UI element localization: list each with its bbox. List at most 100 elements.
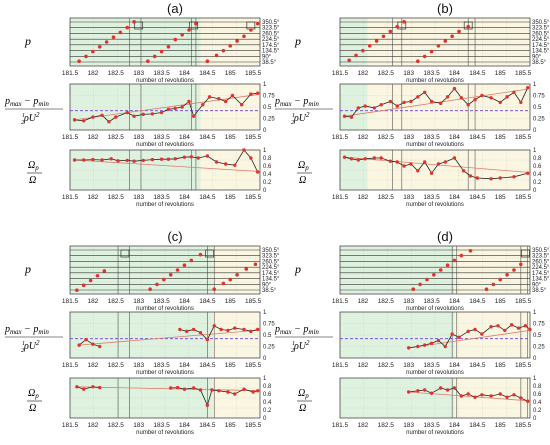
data-point xyxy=(180,105,184,109)
x-tick-label: 182 xyxy=(357,70,368,77)
data-point xyxy=(242,387,246,391)
y-tick-label: 0 xyxy=(533,188,537,194)
data-point xyxy=(342,114,347,118)
data-point xyxy=(150,157,155,162)
y-tick-label: 1 xyxy=(263,310,267,316)
phase-point xyxy=(466,24,470,29)
y-tick-label: 0.25 xyxy=(263,345,275,351)
x-tick-label: 184 xyxy=(179,134,190,141)
phase-point xyxy=(445,263,450,268)
y-label-pressure: pmax − pmin 1 2ρU2 xyxy=(274,324,333,354)
phase-point xyxy=(381,34,386,39)
phase-point xyxy=(102,269,107,273)
phase-point xyxy=(459,253,464,258)
x-tick-label: 183 xyxy=(403,298,414,305)
data-point xyxy=(256,389,260,393)
subplot-ratio: 181.5 182 182.5 183 183.5 184 184.5 185 185.5 num… xyxy=(332,148,542,208)
x-tick-label: 183 xyxy=(133,194,144,201)
y-tick-label: 0 xyxy=(263,188,267,194)
pressure-numerator: pmax − pmin xyxy=(4,324,49,336)
green-region xyxy=(340,246,455,294)
phase-point xyxy=(81,283,86,288)
data-point xyxy=(159,110,164,115)
x-axis-label: number of revolutions xyxy=(406,202,464,208)
data-point xyxy=(402,100,406,105)
pressure-numerator: pmax − pmin xyxy=(274,96,319,108)
phase-point xyxy=(168,273,173,277)
x-tick-label: 182.5 xyxy=(378,362,395,369)
data-point xyxy=(84,337,88,342)
data-point xyxy=(125,110,129,115)
data-point xyxy=(473,327,477,332)
data-point xyxy=(226,328,230,333)
x-tick-label: 181.5 xyxy=(62,134,79,141)
phase-label: 38.5° xyxy=(532,60,547,66)
data-point xyxy=(429,341,434,345)
y-tick-label: 0.6 xyxy=(263,164,272,170)
trend-line xyxy=(76,386,258,391)
phase-label: 350.5° xyxy=(532,248,550,254)
phase-point xyxy=(91,49,95,54)
data-point xyxy=(356,106,361,110)
data-point xyxy=(466,392,470,396)
phase-label: 224.5° xyxy=(532,265,550,271)
x-tick-label: 181.5 xyxy=(332,134,349,141)
phase-point xyxy=(425,277,429,282)
panel-label: (d) xyxy=(437,229,453,244)
x-tick-label: 182 xyxy=(87,134,98,141)
data-point xyxy=(528,327,532,332)
data-point xyxy=(473,395,477,399)
data-point xyxy=(205,403,210,407)
phase-point xyxy=(180,33,184,37)
phase-point xyxy=(519,262,523,267)
series-line xyxy=(78,339,100,347)
x-tick-label: 182.5 xyxy=(378,70,395,77)
data-point xyxy=(480,393,484,397)
data-point xyxy=(406,346,411,350)
x-tick-label: 184.5 xyxy=(199,70,216,77)
phase-point xyxy=(214,53,219,58)
x-tick-label: 183 xyxy=(403,134,414,141)
data-point xyxy=(91,342,95,346)
highlight-box xyxy=(120,249,130,258)
x-tick-label: 183.5 xyxy=(423,422,440,429)
data-point xyxy=(406,390,411,394)
trend-line xyxy=(408,391,528,402)
x-tick-label: 184 xyxy=(449,194,460,201)
phase-label: 350.5° xyxy=(262,20,280,26)
phase-point xyxy=(221,48,226,53)
data-point xyxy=(439,386,443,390)
subplot-ratio: 181.5 182 182.5 183 183.5 184 184.5 185 185.5 num… xyxy=(62,148,272,208)
data-point xyxy=(443,160,448,164)
phase-point xyxy=(249,28,253,32)
x-axis-label: number of revolutions xyxy=(136,430,194,436)
y-tick-label: 0.75 xyxy=(533,322,545,328)
data-point xyxy=(82,387,86,391)
phase-point xyxy=(155,282,159,287)
data-point xyxy=(416,344,420,349)
data-point xyxy=(422,388,427,392)
data-point xyxy=(505,95,509,99)
data-point xyxy=(363,104,367,108)
data-point xyxy=(422,343,427,347)
series-line xyxy=(76,386,100,390)
axes-frame xyxy=(69,17,261,67)
data-point xyxy=(526,171,530,175)
y-label-omega: Ωp Ω xyxy=(297,388,312,414)
axes-frame xyxy=(339,245,531,295)
data-point xyxy=(452,86,457,91)
data-point xyxy=(256,170,260,174)
y-tick-label: 0.75 xyxy=(263,322,275,328)
x-tick-label: 182.5 xyxy=(378,422,395,429)
data-point xyxy=(198,388,203,392)
phase-point xyxy=(438,268,443,272)
x-tick-label: 183 xyxy=(403,194,414,201)
x-tick-label: 184.5 xyxy=(469,422,486,429)
data-point xyxy=(141,112,145,117)
phase-point xyxy=(159,49,164,54)
x-tick-label: 183 xyxy=(403,422,414,429)
panel-a: (a) 181.5 182 182.5 183 183.5 184 184.5 185 185.5… xyxy=(4,1,280,208)
data-point xyxy=(356,158,361,162)
highlight-box xyxy=(463,21,473,30)
